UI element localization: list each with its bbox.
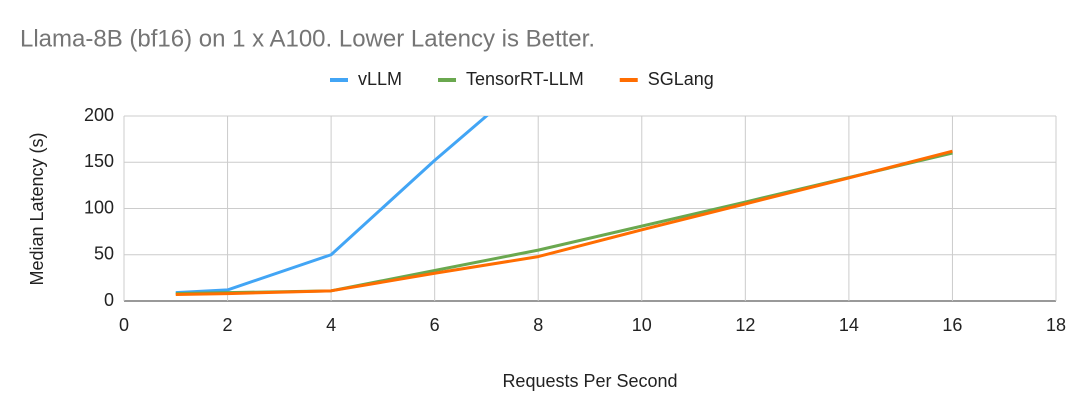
x-tick-label: 14	[839, 315, 859, 335]
series-line	[175, 149, 953, 297]
y-tick-label: 200	[84, 105, 114, 125]
x-tick-label: 16	[942, 315, 962, 335]
legend-label: SGLang	[648, 69, 714, 89]
y-tick-label: 150	[84, 151, 114, 171]
x-tick-label: 0	[119, 315, 129, 335]
x-tick-label: 12	[735, 315, 755, 335]
legend: vLLM TensorRT-LLM SGLang	[330, 69, 714, 89]
y-tick-label: 50	[94, 244, 114, 264]
x-tick-label: 18	[1046, 315, 1066, 335]
y-axis-label: Median Latency (s)	[27, 132, 47, 285]
x-tick-label: 8	[533, 315, 543, 335]
x-axis-label: Requests Per Second	[502, 371, 677, 391]
plot-area	[175, 116, 953, 297]
x-tick-label: 4	[326, 315, 336, 335]
grid	[123, 115, 1057, 302]
y-tick-label: 0	[104, 290, 114, 310]
x-tick-label: 6	[430, 315, 440, 335]
legend-label: vLLM	[358, 69, 402, 89]
x-tick-label: 2	[223, 315, 233, 335]
series-line	[175, 151, 953, 296]
series-line	[175, 116, 489, 295]
legend-label: TensorRT-LLM	[466, 69, 584, 89]
chart-title: Llama-8B (bf16) on 1 x A100. Lower Laten…	[20, 25, 595, 52]
y-tick-label: 100	[84, 197, 114, 217]
x-tick-label: 10	[632, 315, 652, 335]
